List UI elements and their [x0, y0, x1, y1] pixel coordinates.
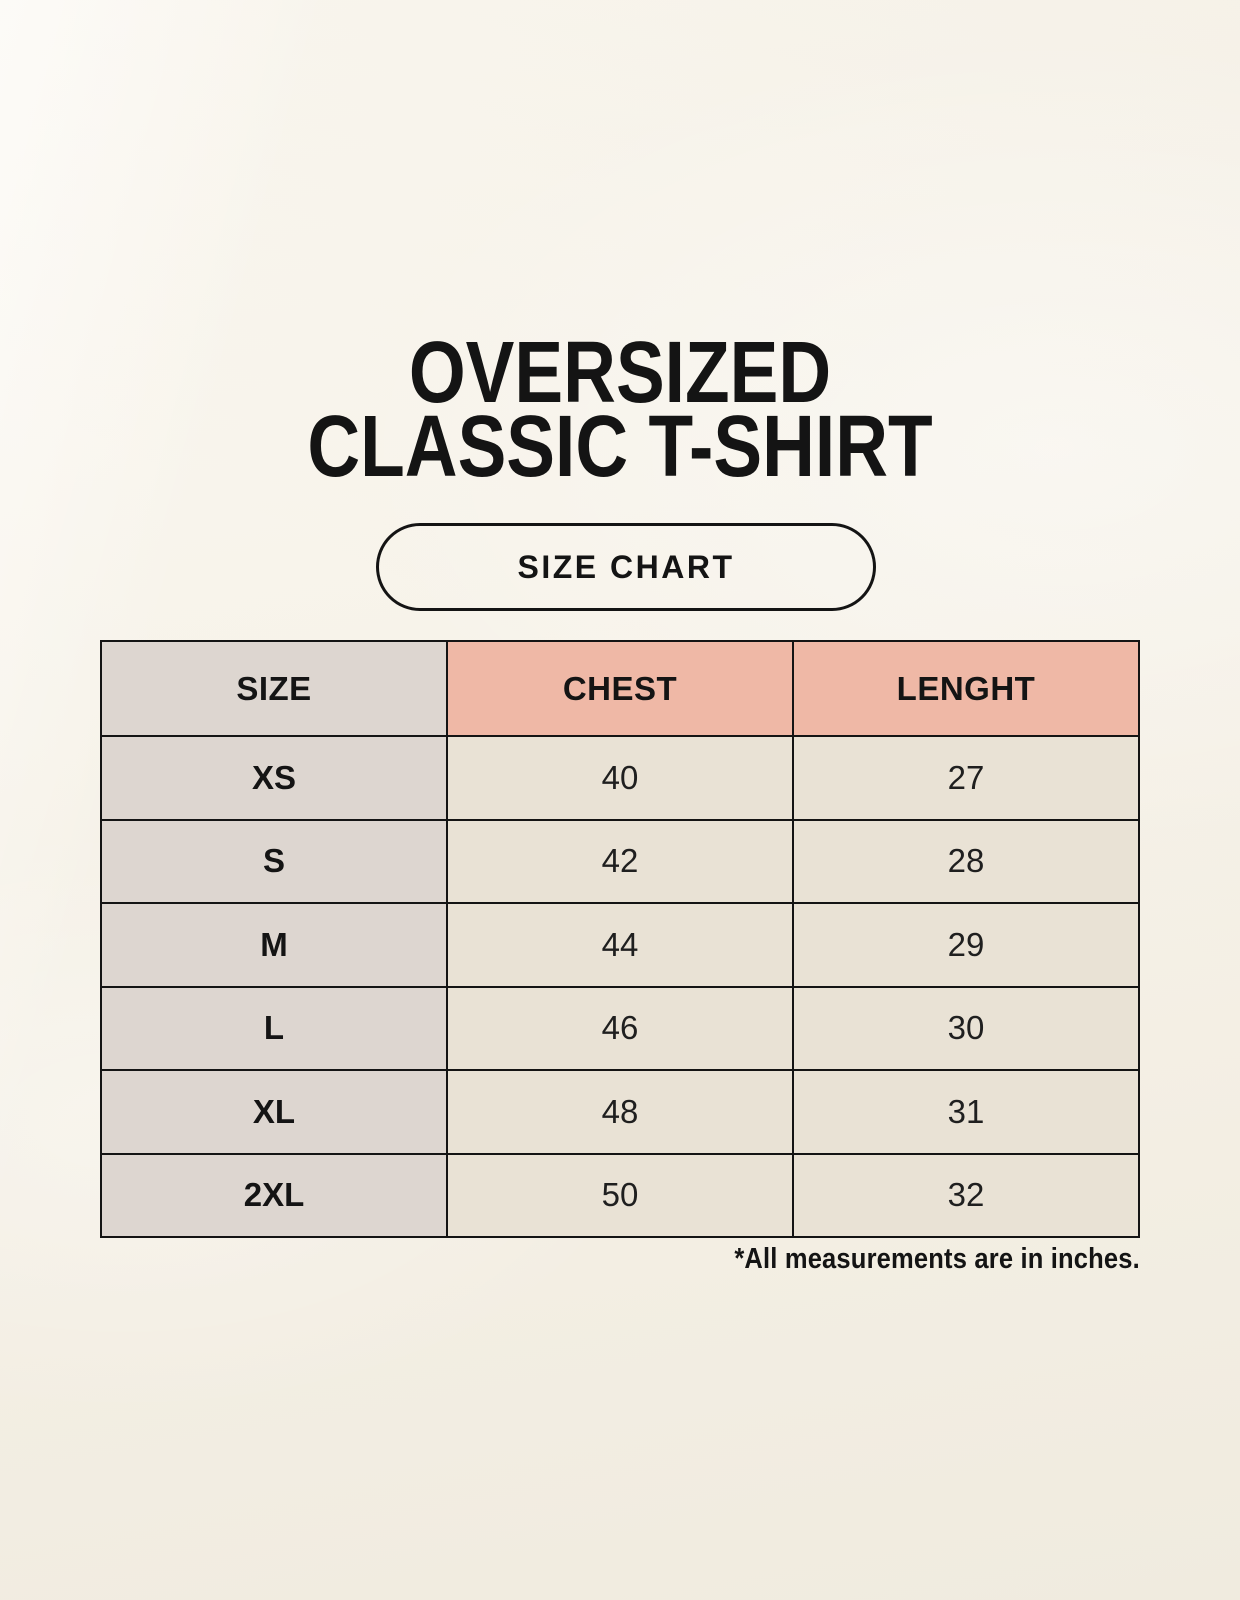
column-header-size: SIZE	[100, 640, 448, 737]
size-chart-table-body: XS 40 27 S 42 28 M 44 29 L 46 30 XL 48	[100, 735, 1140, 1238]
chest-value: 40	[446, 735, 794, 821]
length-value: 29	[792, 902, 1140, 988]
size-chart-table: SIZE CHEST LENGHT XS 40 27 S 42 28 M 44 …	[100, 640, 1140, 1238]
chest-value: 50	[446, 1152, 794, 1238]
size-chart-badge[interactable]: SIZE CHART	[376, 523, 876, 611]
size-chart-table-header: SIZE CHEST LENGHT	[100, 640, 1140, 737]
table-row: XL 48 31	[100, 1069, 1140, 1155]
chest-value: 48	[446, 1069, 794, 1155]
size-label: 2XL	[100, 1152, 448, 1238]
table-row: M 44 29	[100, 902, 1140, 988]
header-row: SIZE CHEST LENGHT	[100, 640, 1140, 737]
chest-value: 44	[446, 902, 794, 988]
length-value: 30	[792, 985, 1140, 1071]
table-row: L 46 30	[100, 985, 1140, 1071]
size-label: M	[100, 902, 448, 988]
size-label: L	[100, 985, 448, 1071]
size-label: XS	[100, 735, 448, 821]
table-row: XS 40 27	[100, 735, 1140, 821]
product-title-line2: CLASSIC T-SHIRT	[307, 398, 933, 495]
size-label: S	[100, 818, 448, 904]
table-row: S 42 28	[100, 818, 1140, 904]
column-header-length: LENGHT	[792, 640, 1140, 737]
product-title-line1: OVERSIZED	[408, 324, 832, 421]
size-chart-badge-label: SIZE CHART	[517, 548, 735, 585]
size-label: XL	[100, 1069, 448, 1155]
product-title: OVERSIZED CLASSIC T-SHIRT	[99, 324, 1141, 495]
measurements-footnote: *All measurements are in inches.	[734, 1243, 1140, 1275]
chest-value: 46	[446, 985, 794, 1071]
length-value: 32	[792, 1152, 1140, 1238]
chest-value: 42	[446, 818, 794, 904]
length-value: 27	[792, 735, 1140, 821]
table-row: 2XL 50 32	[100, 1152, 1140, 1238]
length-value: 31	[792, 1069, 1140, 1155]
length-value: 28	[792, 818, 1140, 904]
column-header-chest: CHEST	[446, 640, 794, 737]
